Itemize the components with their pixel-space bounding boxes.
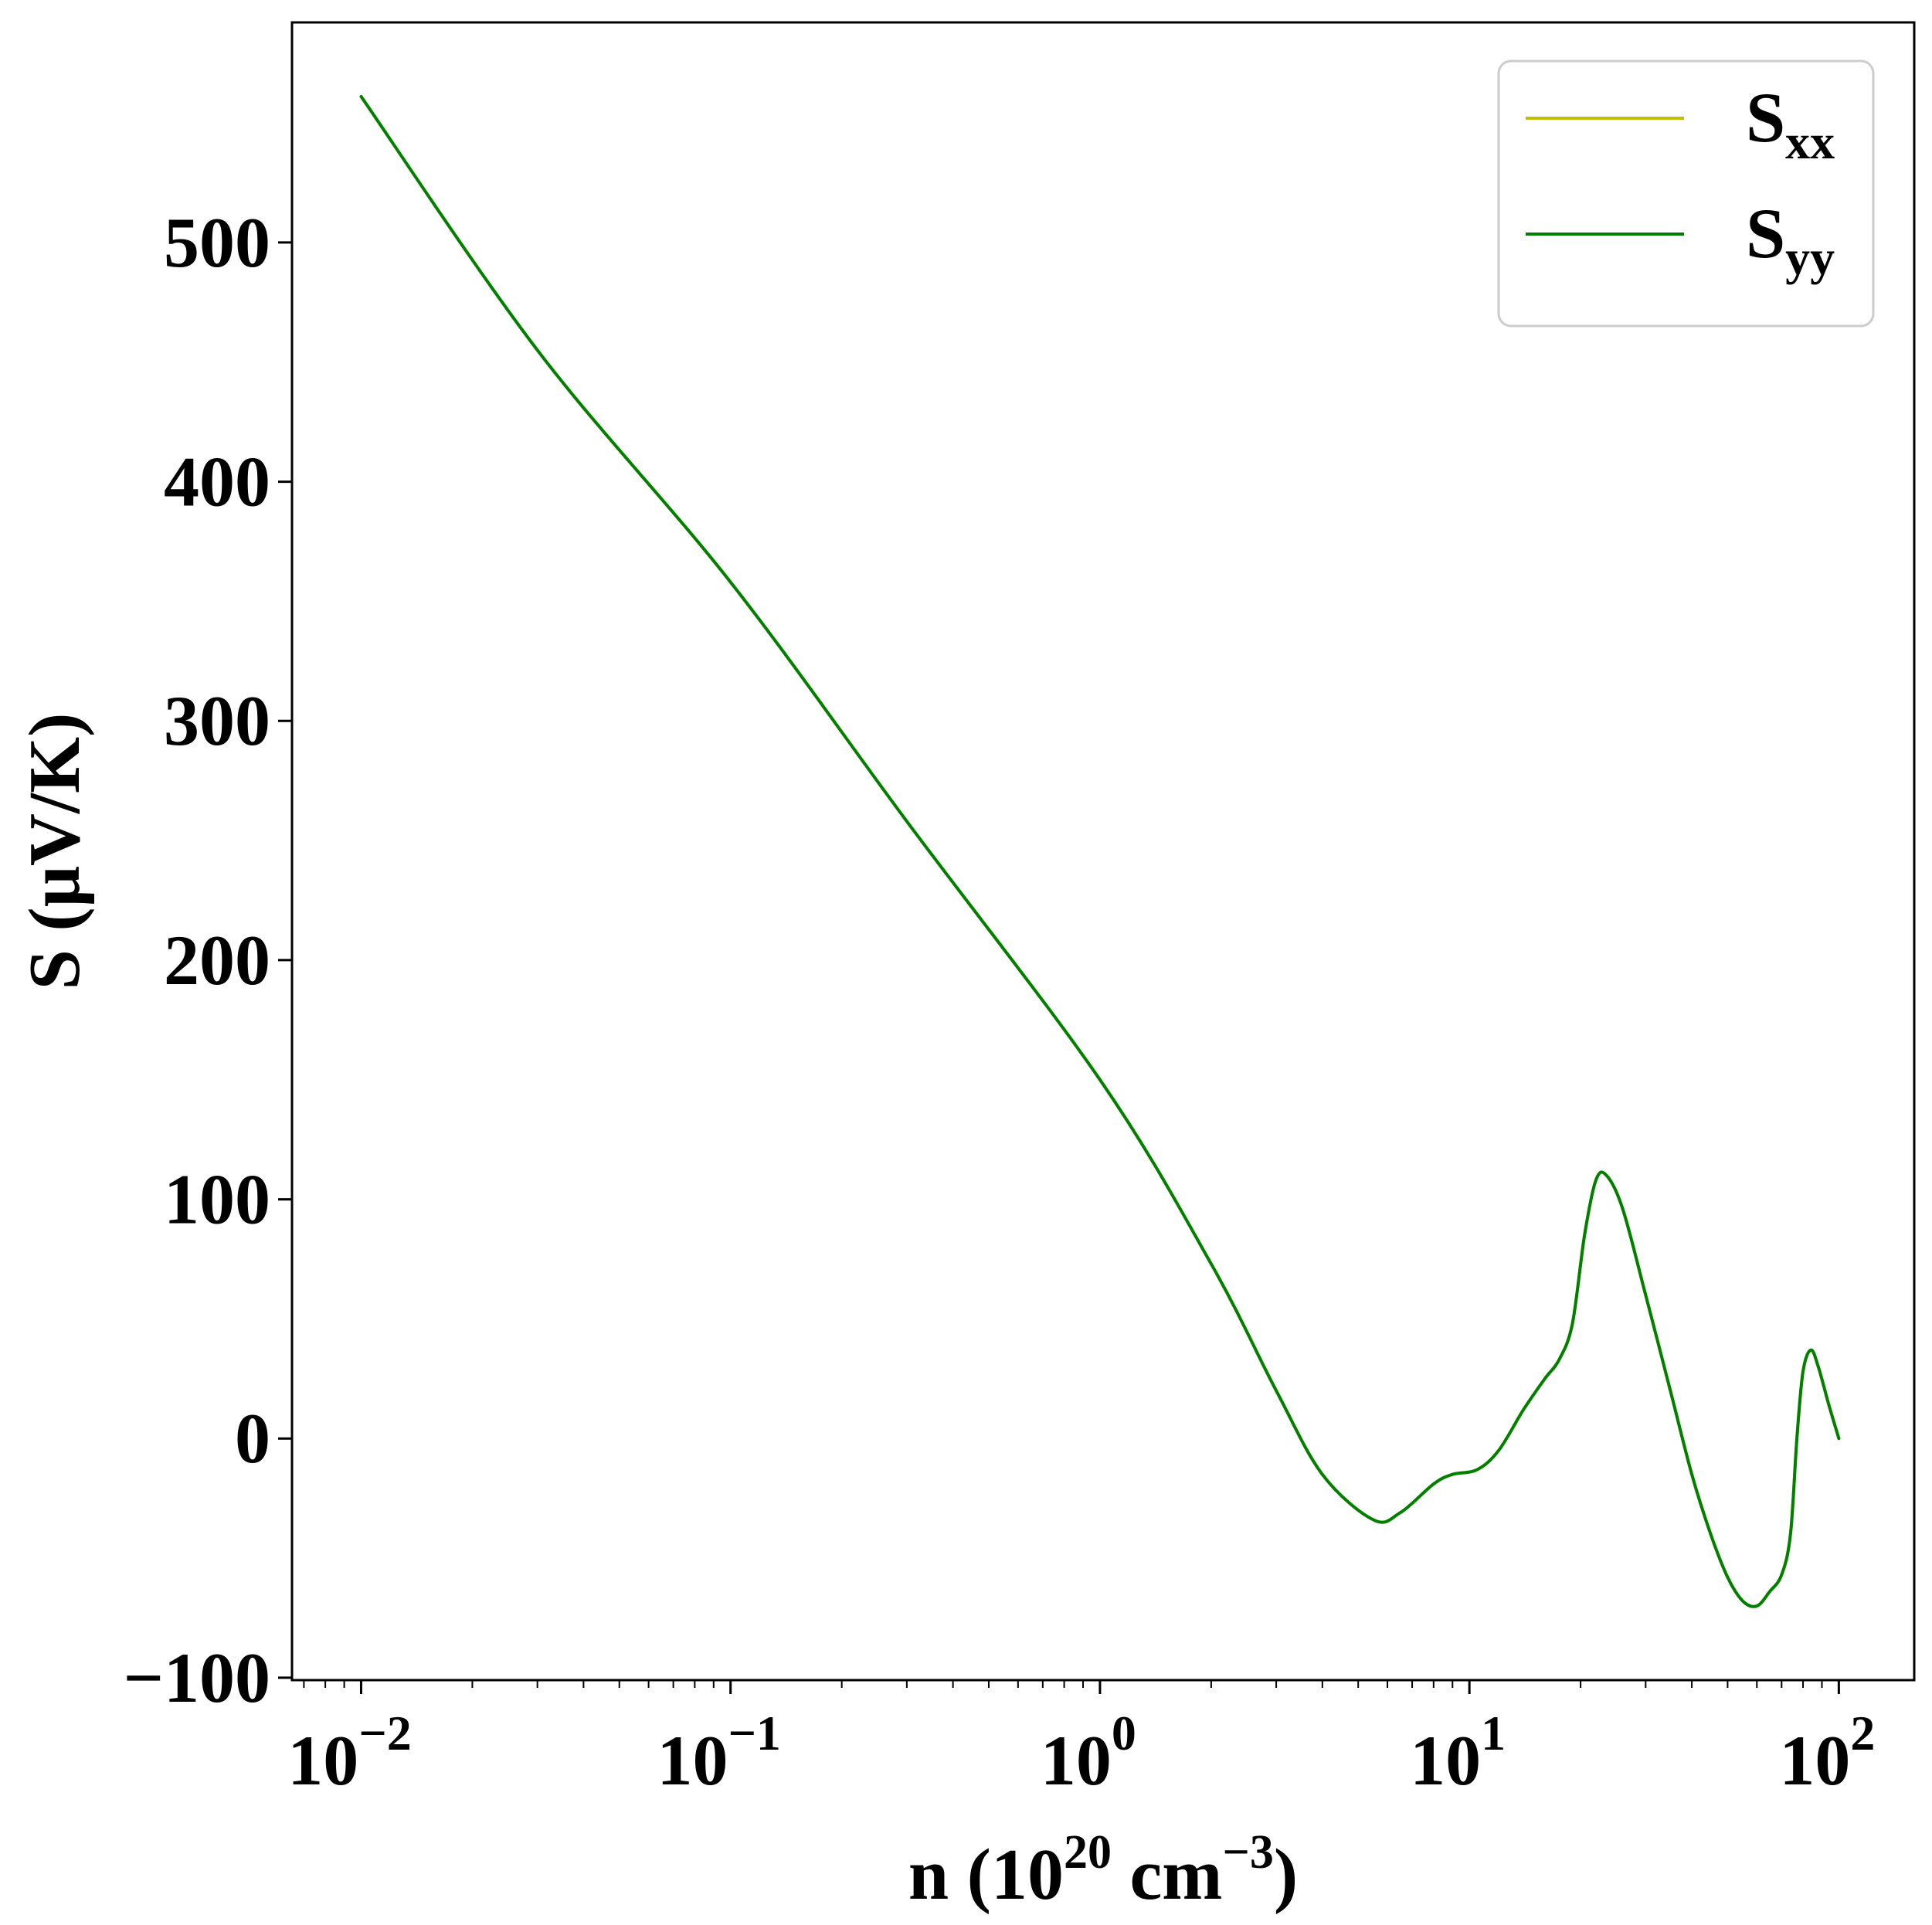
x-tick-label-exp: 1 xyxy=(1481,1706,1506,1760)
y-axis-label: S (μV/K) xyxy=(15,713,95,990)
y-tick-label: 0 xyxy=(235,1399,270,1478)
x-axis-label-exp1: 20 xyxy=(1064,1826,1112,1879)
x-axis-label-suffix: ) xyxy=(1274,1835,1298,1915)
y-tick-label: 300 xyxy=(164,681,270,760)
x-tick-label-exp: −2 xyxy=(358,1706,411,1760)
x-tick-label-base: 10 xyxy=(287,1721,358,1800)
legend-frame xyxy=(1497,59,1875,328)
y-axis-ticks: −100 0 100 200 300 400 500 xyxy=(124,203,292,1717)
x-tick-label-exp: 0 xyxy=(1112,1706,1136,1760)
y-tick-label: 500 xyxy=(164,203,270,282)
x-axis-ticks: 10−2 10−1 100 101 102 xyxy=(287,1680,1875,1800)
series-line-syy xyxy=(359,95,1841,1608)
x-tick-label: 10−2 xyxy=(287,1706,411,1800)
y-tick-label: 200 xyxy=(164,921,270,1000)
y-tick-label: 100 xyxy=(164,1160,270,1239)
x-tick-label-exp: −1 xyxy=(728,1706,780,1760)
x-tick-label: 10−1 xyxy=(657,1706,780,1800)
axes-frame xyxy=(290,21,1916,1682)
x-tick-label-base: 10 xyxy=(1041,1721,1112,1800)
y-tick-label: −100 xyxy=(124,1638,270,1717)
legend-label-sub: xx xyxy=(1785,114,1835,169)
legend-label-sxx: Sxx xyxy=(1746,78,1835,169)
x-tick-label-base: 10 xyxy=(1779,1721,1850,1800)
legend-label-name: S xyxy=(1746,78,1785,157)
x-tick-label-exp: 2 xyxy=(1850,1706,1875,1760)
x-axis-label-exp2: −3 xyxy=(1222,1826,1273,1879)
legend-label-sub: yy xyxy=(1785,230,1835,285)
x-tick-label: 102 xyxy=(1779,1706,1875,1800)
x-axis-label-mid: cm xyxy=(1112,1835,1223,1915)
x-tick-label-base: 10 xyxy=(657,1721,728,1800)
x-tick-label-base: 10 xyxy=(1410,1721,1481,1800)
legend-label-syy: Syy xyxy=(1746,194,1835,285)
x-axis-label: n (1020 cm−3) xyxy=(908,1826,1298,1915)
series-layer xyxy=(359,95,1841,1608)
x-axis-label-prefix: n (10 xyxy=(908,1835,1064,1915)
x-tick-label: 101 xyxy=(1410,1706,1506,1800)
legend-label-name: S xyxy=(1746,194,1785,273)
y-tick-label: 400 xyxy=(164,443,270,521)
x-tick-label: 100 xyxy=(1041,1706,1136,1800)
